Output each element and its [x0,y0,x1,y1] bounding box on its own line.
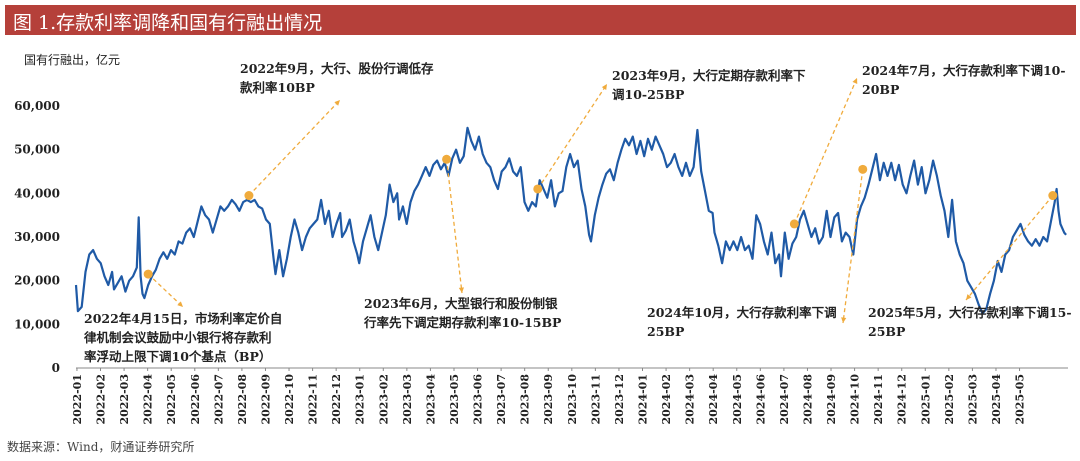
x-tick-label: 2023-01 [354,374,367,425]
x-tick-label: 2025-03 [966,374,979,425]
x-tick-label: 2022-09 [259,374,272,425]
annotation-text: 2022年9月，大行、股份行调低存 [240,61,434,76]
annotation-arrow [445,159,463,294]
annotation-arrow [965,195,1054,301]
annotation-text: 行率先下调定期存款利率10-15BP [363,315,562,330]
x-tick-label: 2022-10 [283,374,296,425]
y-tick-label: 50,000 [14,143,60,157]
arrowhead [966,294,972,300]
x-tick-label: 2024-07 [778,374,791,425]
x-tick-label: 2023-07 [495,374,508,425]
x-tick-label: 2022-01 [71,374,84,425]
annotation-arrow [248,99,341,196]
chart-title: 图 1.存款利率调降和国有行融出情况 [13,12,323,34]
annotation-arrow [842,169,864,324]
arrowhead [852,78,858,84]
chart-title-bar: 图 1.存款利率调降和国有行融出情况 [5,5,1076,35]
x-tick-label: 2025-01 [919,374,932,425]
event-marker [442,154,452,164]
y-tick-label: 60,000 [14,99,60,113]
event-marker [533,184,543,194]
x-tick-label: 2025-02 [943,374,956,425]
series-line [74,126,1067,315]
y-tick-label: 30,000 [14,230,60,244]
event-marker [789,219,799,229]
x-tick-label: 2023-09 [542,374,555,425]
y-tick-label: 10,000 [14,317,60,331]
annotation-text: 25BP [647,324,685,339]
x-tick-label: 2024-09 [825,374,838,425]
event-marker [1048,191,1058,201]
x-tick-label: 2024-05 [731,374,744,425]
x-tick-label: 2023-05 [448,374,461,425]
x-tick-label: 2022-04 [142,374,155,425]
x-tick-label: 2024-11 [872,374,885,425]
x-tick-label: 2023-02 [377,374,390,425]
x-tick-label: 2024-03 [684,374,697,425]
x-tick-label: 2024-02 [660,374,673,425]
y-tick-label: 40,000 [14,186,60,200]
x-tick-label: 2022-11 [307,374,320,425]
x-tick-label: 2022-08 [236,374,249,425]
annotation-text: 调10-25BP [612,87,685,102]
x-tick-label: 2022-12 [330,374,343,425]
annotation-text: 款利率10BP [240,80,315,95]
x-tick-label: 2022-06 [189,374,202,425]
x-tick-label: 2024-04 [707,374,720,425]
x-tick-label: 2022-07 [212,374,225,425]
y-tick-label: 20,000 [14,274,60,288]
x-tick-label: 2024-08 [801,374,814,425]
x-tick-label: 2023-11 [589,374,602,425]
x-tick-label: 2024-12 [896,374,909,425]
annotation-text: 律机制会议鼓励中小银行将存款利 [84,330,272,345]
annotation-text: 20BP [862,82,900,97]
arrowhead [458,287,464,293]
x-tick-label: 2025-05 [1014,374,1027,425]
annotation-text: 2023年9月，大行定期存款利率下 [612,68,806,83]
x-tick-label: 2022-05 [165,374,178,425]
annotation-text: 2024年7月，大行存款利率下调10- [862,63,1066,78]
x-tick-label: 2022-02 [95,374,108,425]
event-marker [858,164,868,174]
arrowhead [601,84,607,90]
arrowhead [334,100,340,106]
arrowhead [841,317,847,323]
annotation-text: 2025年5月，大行存款利率下调15- [868,305,1072,320]
y-unit-label: 国有行融出，亿元 [24,52,120,67]
event-marker [244,191,254,201]
annotation-text: 25BP [868,324,906,339]
x-tick-label: 2023-12 [613,374,626,425]
annotation-text: 2023年6月，大型银行和股份制银 [364,296,558,311]
x-tick-label: 2023-04 [424,374,437,425]
x-tick-label: 2023-08 [519,374,532,425]
annotation-text: 2024年10月，大行存款利率下调 [647,305,837,320]
x-tick-label: 2023-10 [566,374,579,425]
x-tick-label: 2023-06 [472,374,485,425]
y-tick-label: 0 [52,361,60,375]
annotation-text: 2022年4月15日，市场利率定价自 [84,311,282,326]
annotation-text: 率浮动上限下调10个基点（BP） [84,349,271,364]
annotation-arrow [147,273,184,308]
arrowhead [177,301,183,307]
x-tick-label: 2024-01 [637,374,650,425]
source-note: 数据来源：Wind，财通证券研究所 [7,440,195,454]
x-tick-label: 2024-06 [754,374,767,425]
x-tick-label: 2023-03 [401,374,414,425]
annotation-arrow [537,83,608,190]
event-marker [143,269,153,279]
annotation-arrow [793,77,858,225]
x-tick-label: 2024-10 [849,374,862,425]
x-tick-label: 2025-04 [990,374,1003,425]
x-tick-label: 2022-03 [118,374,131,425]
